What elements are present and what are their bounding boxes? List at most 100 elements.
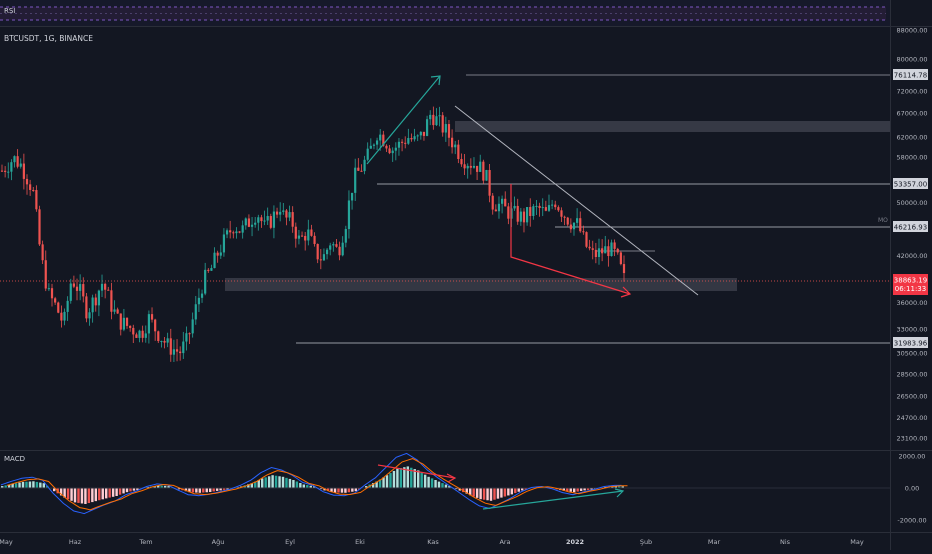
time-tick: May: [850, 538, 864, 546]
candle-body: [160, 340, 163, 342]
candle-body: [94, 297, 97, 306]
green-up-arrow[interactable]: [366, 75, 441, 165]
candle-body: [429, 114, 432, 120]
price-tick: 67000.00: [896, 110, 927, 118]
candle-body: [247, 218, 251, 227]
macd-bar: [184, 488, 188, 492]
price-tick: 30500.00: [896, 350, 927, 358]
level-label-76114: 76114.78: [893, 69, 928, 80]
time-tick: Nis: [780, 538, 791, 546]
candle-body: [341, 242, 344, 256]
macd-bar: [583, 488, 586, 491]
time-axis[interactable]: May Haz Tem Ağu Eyl Eki Kas Ara 2022 Şub Mar Nis May: [0, 538, 864, 546]
candle-body: [147, 314, 151, 334]
macd-bar: [32, 481, 35, 488]
descending-trendline[interactable]: [454, 105, 699, 296]
candle-body: [291, 212, 294, 227]
macd-bar: [302, 484, 306, 488]
macd-bar: [413, 469, 416, 488]
candle-body: [229, 230, 232, 233]
candle-body: [488, 170, 491, 196]
candle-body: [122, 317, 125, 330]
candle-body: [41, 244, 44, 261]
macd-label[interactable]: MACD: [4, 455, 25, 463]
macd-bar: [250, 483, 254, 488]
symbol-label[interactable]: BTCUSDT, 1G, BINANCE: [4, 34, 93, 43]
macd-bar: [160, 485, 163, 488]
macd-bar: [358, 488, 361, 490]
macd-bar: [7, 484, 11, 488]
candle-body: [166, 338, 169, 343]
candle-body: [19, 163, 22, 167]
macd-bar: [247, 484, 250, 488]
macd-tick: 0.00: [905, 485, 919, 493]
candle-body: [22, 163, 25, 179]
macd-bar: [39, 482, 42, 488]
macd-bar: [153, 485, 156, 488]
candle-body: [32, 189, 35, 191]
macd-bar: [319, 488, 323, 490]
macd-bar: [136, 488, 139, 490]
candle-body: [382, 134, 385, 146]
candle-body: [10, 162, 13, 172]
candle-body: [266, 216, 269, 221]
macd-bar: [157, 485, 160, 488]
support-zone[interactable]: [225, 278, 737, 291]
macd-bar: [257, 480, 260, 488]
macd-bar: [614, 486, 618, 488]
candle-body: [363, 159, 366, 172]
candle-body: [450, 137, 454, 148]
macd-bar: [209, 488, 212, 492]
candle-body: [554, 204, 557, 208]
candle-body: [391, 150, 394, 154]
candle-body: [379, 134, 382, 141]
macd-bar: [517, 488, 520, 492]
macd-bar: [198, 488, 202, 493]
candle-body: [57, 302, 60, 313]
candle-body: [360, 170, 363, 172]
candle-body: [585, 232, 588, 247]
candle-body: [188, 333, 191, 335]
candle-body: [372, 144, 376, 146]
candle-body: [222, 234, 226, 253]
macd-bar: [122, 488, 125, 494]
candle-body: [338, 246, 341, 256]
red-divergence-arrow[interactable]: [510, 184, 632, 298]
macd-bar: [448, 486, 451, 488]
macd-bar: [18, 482, 21, 488]
macd-bar: [462, 488, 465, 493]
price-tick: 72000.00: [896, 88, 927, 96]
macd-bar: [573, 488, 576, 493]
candle-body: [0, 170, 4, 172]
macd-bar: [1, 486, 4, 488]
candle-body: [241, 225, 244, 233]
macd-bar: [222, 488, 226, 490]
candle-body: [607, 246, 610, 257]
candle-body: [141, 330, 144, 338]
rsi-label[interactable]: RSI: [4, 7, 15, 15]
svg-text:46216.93: 46216.93: [894, 224, 927, 232]
macd-bar: [503, 488, 507, 497]
candle-body: [332, 244, 335, 246]
candle-body: [82, 284, 85, 297]
time-tick: Ağu: [212, 538, 225, 546]
price-axis[interactable]: 88000.00 80000.00 72000.00 67000.00 62000.00…: [896, 27, 927, 443]
macd-bar: [261, 478, 264, 488]
macd-bar: [118, 488, 122, 495]
macd-bar: [254, 481, 257, 488]
candle-body: [25, 178, 29, 185]
candle-body: [138, 330, 141, 338]
candle-body: [297, 235, 301, 239]
macd-green-arrow[interactable]: [482, 488, 625, 510]
macd-red-arrow[interactable]: [377, 464, 457, 483]
macd-axis[interactable]: 2000.00 0.00 -2000.00: [897, 453, 926, 525]
resistance-zone[interactable]: [455, 121, 890, 132]
macd-bar: [354, 488, 358, 492]
candle-body: [366, 148, 369, 160]
macd-bar: [486, 488, 489, 501]
macd-bar: [618, 486, 621, 488]
macd-bar: [108, 488, 111, 498]
svg-text:31983.96: 31983.96: [894, 340, 928, 348]
candle-body: [560, 210, 563, 217]
macd-bar: [475, 488, 479, 498]
